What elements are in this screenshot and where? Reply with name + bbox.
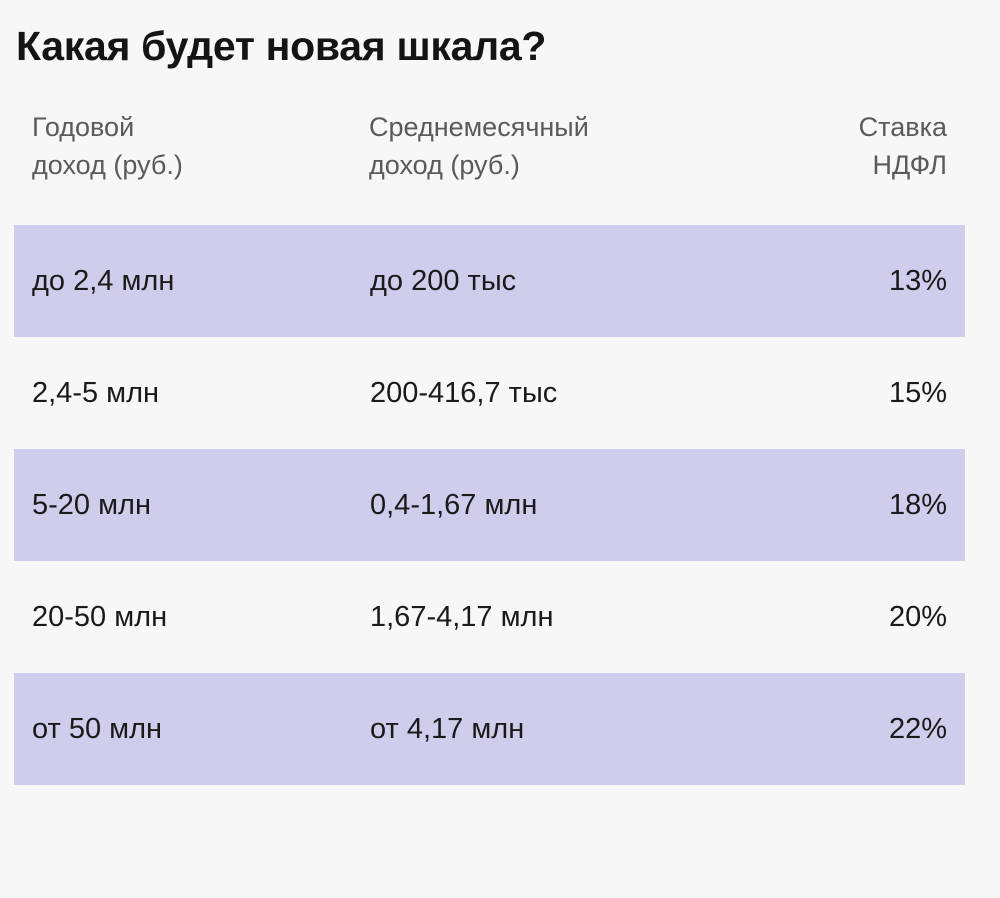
- page-title: Какая будет новая шкала?: [16, 23, 547, 69]
- table-row: 2,4-5 млн 200-416,7 тыс 15%: [14, 337, 965, 449]
- header-annual-income-line1: Годовой: [32, 112, 135, 142]
- table-row: 20-50 млн 1,67-4,17 млн 20%: [14, 561, 965, 673]
- header-monthly-income-line2: доход (руб.): [369, 150, 520, 180]
- table-row: от 50 млн от 4,17 млн 22%: [14, 673, 965, 785]
- header-annual-income: Годовой доход (руб.): [32, 108, 332, 184]
- cell-annual-income: 20-50 млн: [32, 601, 168, 633]
- header-annual-income-line2: доход (руб.): [32, 150, 183, 180]
- header-monthly-income-line1: Среднемесячный: [369, 112, 589, 142]
- table-row: 5-20 млн 0,4-1,67 млн 18%: [14, 449, 965, 561]
- cell-annual-income: до 2,4 млн: [32, 265, 175, 297]
- header-monthly-income: Среднемесячный доход (руб.): [369, 108, 689, 184]
- cell-tax-rate: 15%: [888, 377, 947, 409]
- table-row: до 2,4 млн до 200 тыс 13%: [14, 225, 965, 337]
- cell-monthly-income: 1,67-4,17 млн: [370, 601, 554, 633]
- cell-monthly-income: до 200 тыс: [370, 265, 517, 297]
- cell-monthly-income: 0,4-1,67 млн: [370, 489, 538, 521]
- table-body: до 2,4 млн до 200 тыс 13% 2,4-5 млн 200-…: [14, 225, 965, 785]
- cell-tax-rate: 13%: [888, 265, 947, 297]
- cell-tax-rate: 20%: [888, 601, 947, 633]
- cell-annual-income: 5-20 млн: [32, 489, 151, 521]
- cell-tax-rate: 18%: [888, 489, 947, 521]
- header-tax-rate-line1: Ставка: [858, 112, 947, 142]
- table-header: Годовой доход (руб.) Среднемесячный дохо…: [14, 108, 965, 198]
- cell-annual-income: от 50 млн: [32, 713, 163, 745]
- header-tax-rate: Ставка НДФЛ: [747, 108, 947, 184]
- cell-annual-income: 2,4-5 млн: [32, 377, 160, 409]
- cell-monthly-income: 200-416,7 тыс: [370, 377, 558, 409]
- cell-tax-rate: 22%: [888, 713, 947, 745]
- header-tax-rate-line2: НДФЛ: [872, 150, 947, 180]
- cell-monthly-income: от 4,17 млн: [370, 713, 525, 745]
